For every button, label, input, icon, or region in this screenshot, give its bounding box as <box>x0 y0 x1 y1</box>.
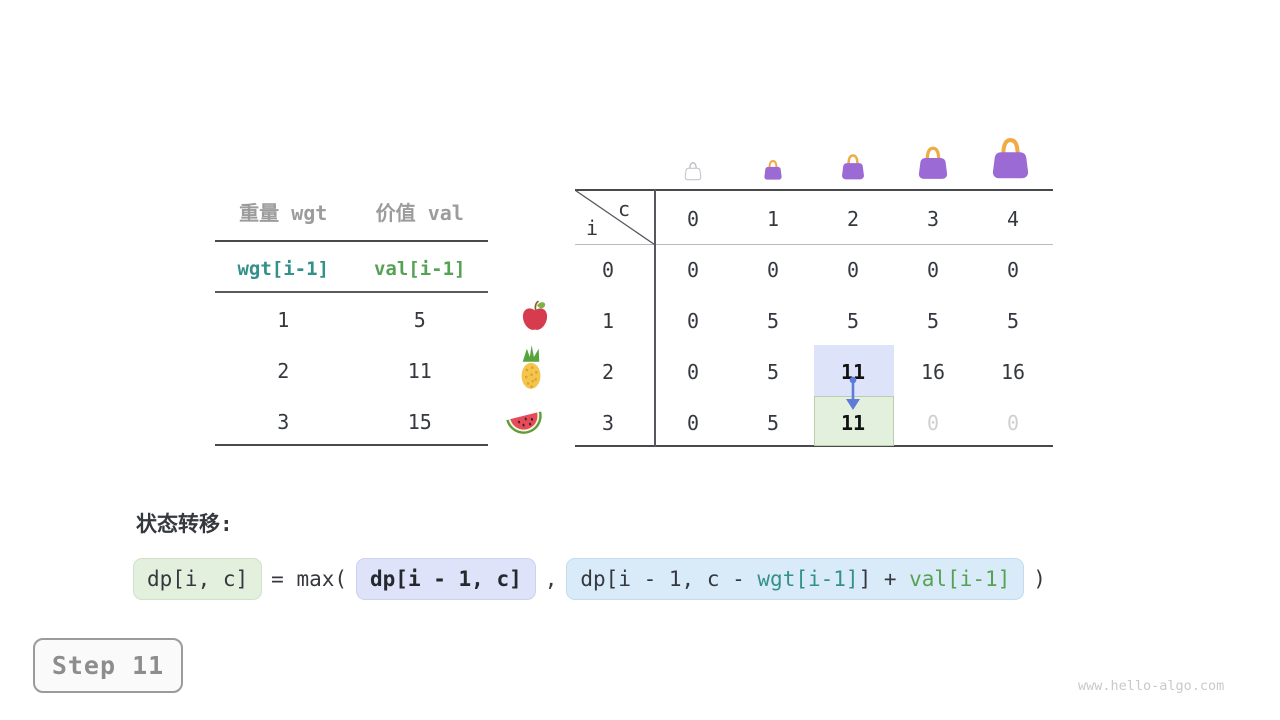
dp-row-0: 0 0 0 0 0 <box>653 255 1053 285</box>
item-row-2: 2 11 <box>215 356 488 386</box>
dp-cell-0-0: 0 <box>686 258 700 282</box>
col-header-1: 1 <box>766 207 780 231</box>
formula-arg2-wgt: wgt[i-1] <box>757 567 859 591</box>
item-row-1: 1 5 <box>215 305 488 335</box>
formula-eq-max: = max( <box>271 567 348 591</box>
row-header-3: 3 <box>601 411 615 435</box>
item1-weight: 1 <box>277 308 290 332</box>
pineapple-icon <box>521 345 541 389</box>
step-badge-label: Step 11 <box>51 651 165 680</box>
row-header-0: 0 <box>601 258 615 282</box>
formula-arg2-prefix: dp[i - 1, c - <box>580 567 758 591</box>
dp-cell-3-0: 0 <box>686 411 700 435</box>
col-header-3: 3 <box>926 207 940 231</box>
col-header-2: 2 <box>846 207 860 231</box>
dp-cell-1-2: 5 <box>846 309 860 333</box>
dp-cell-1-1: 5 <box>766 309 780 333</box>
formula-close-paren: ) <box>1033 567 1046 591</box>
dp-cell-3-4-pending: 0 <box>1006 411 1020 435</box>
row-header-1: 1 <box>601 309 615 333</box>
dp-row-1: 0 5 5 5 5 <box>653 306 1053 336</box>
dp-cell-0-4: 0 <box>1006 258 1020 282</box>
bag-icon-2 <box>842 154 864 180</box>
item-row-3: 3 15 <box>215 407 488 437</box>
item3-value: 15 <box>407 410 432 434</box>
dp-cell-0-3: 0 <box>926 258 940 282</box>
dp-cell-3-2-target: 11 <box>840 411 866 435</box>
items-table-header: 重量 wgt 价值 val <box>215 196 488 226</box>
item2-value: 11 <box>407 359 432 383</box>
wgt-var-label: wgt[i-1] <box>237 258 329 280</box>
dp-cell-0-2: 0 <box>846 258 860 282</box>
item3-weight: 3 <box>277 410 290 434</box>
watermelon-icon <box>506 411 542 434</box>
transition-arrow-icon <box>846 376 860 410</box>
dp-table-bottom-rule <box>575 445 1053 447</box>
apple-icon <box>522 300 548 330</box>
col-header-4: 4 <box>1006 207 1020 231</box>
weight-column-header: 重量 wgt <box>239 200 328 225</box>
formula-comma: , <box>544 567 558 591</box>
formula-lhs-chip: dp[i, c] <box>133 558 263 600</box>
items-table-var-row: wgt[i-1] val[i-1] <box>215 254 488 284</box>
formula-arg2-mid: ] + <box>858 567 910 591</box>
value-column-header: 价值 val <box>375 200 464 225</box>
dp-cell-1-3: 5 <box>926 309 940 333</box>
dp-cell-2-1: 5 <box>766 360 780 384</box>
formula-arg2-val: val[i-1] <box>909 567 1011 591</box>
item1-value: 5 <box>413 308 426 332</box>
items-table-top-rule <box>215 240 488 242</box>
dp-cell-2-4: 16 <box>1000 360 1026 384</box>
dp-col-header-row: 0 1 2 3 4 <box>653 204 1053 234</box>
dp-row-2: 0 5 11 16 16 <box>653 357 1053 387</box>
bag-icon-1 <box>764 159 782 180</box>
formula-arg1-chip: dp[i - 1, c] <box>356 558 536 600</box>
dp-cell-3-3-pending: 0 <box>926 411 940 435</box>
dp-cell-2-0: 0 <box>686 360 700 384</box>
dp-cell-1-0: 0 <box>686 309 700 333</box>
dp-table-header-rule <box>575 244 1053 245</box>
dp-cell-3-1: 5 <box>766 411 780 435</box>
corner-diagonal-line <box>575 190 655 245</box>
dp-cell-0-1: 0 <box>766 258 780 282</box>
row-header-2: 2 <box>601 360 615 384</box>
dp-row-3: 0 5 11 0 0 <box>653 408 1053 438</box>
bag-icon-4 <box>992 138 1029 179</box>
step-badge: Step 11 <box>33 638 183 693</box>
dp-table-top-rule <box>575 189 1053 191</box>
dp-cell-1-4: 5 <box>1006 309 1020 333</box>
val-var-label: val[i-1] <box>373 258 466 280</box>
col-header-0: 0 <box>686 207 700 231</box>
watermark: www.hello-algo.com <box>1078 678 1225 694</box>
dp-table-vertical-rule <box>654 189 656 447</box>
items-table-bottom-rule <box>215 444 488 446</box>
item2-weight: 2 <box>277 359 290 383</box>
state-transition-label: 状态转移: <box>136 512 233 536</box>
formula-arg2-chip: dp[i - 1, c - wgt[i-1]] + val[i-1] <box>566 558 1025 600</box>
empty-bag-icon <box>684 162 702 181</box>
items-table-mid-rule <box>215 291 488 293</box>
corner-row-var: i <box>586 216 599 240</box>
corner-col-var: c <box>618 197 631 221</box>
state-transition-formula: dp[i, c] = max( dp[i - 1, c] , dp[i - 1,… <box>133 558 1055 600</box>
bag-icon-3 <box>918 146 948 179</box>
dp-cell-2-3: 16 <box>920 360 946 384</box>
